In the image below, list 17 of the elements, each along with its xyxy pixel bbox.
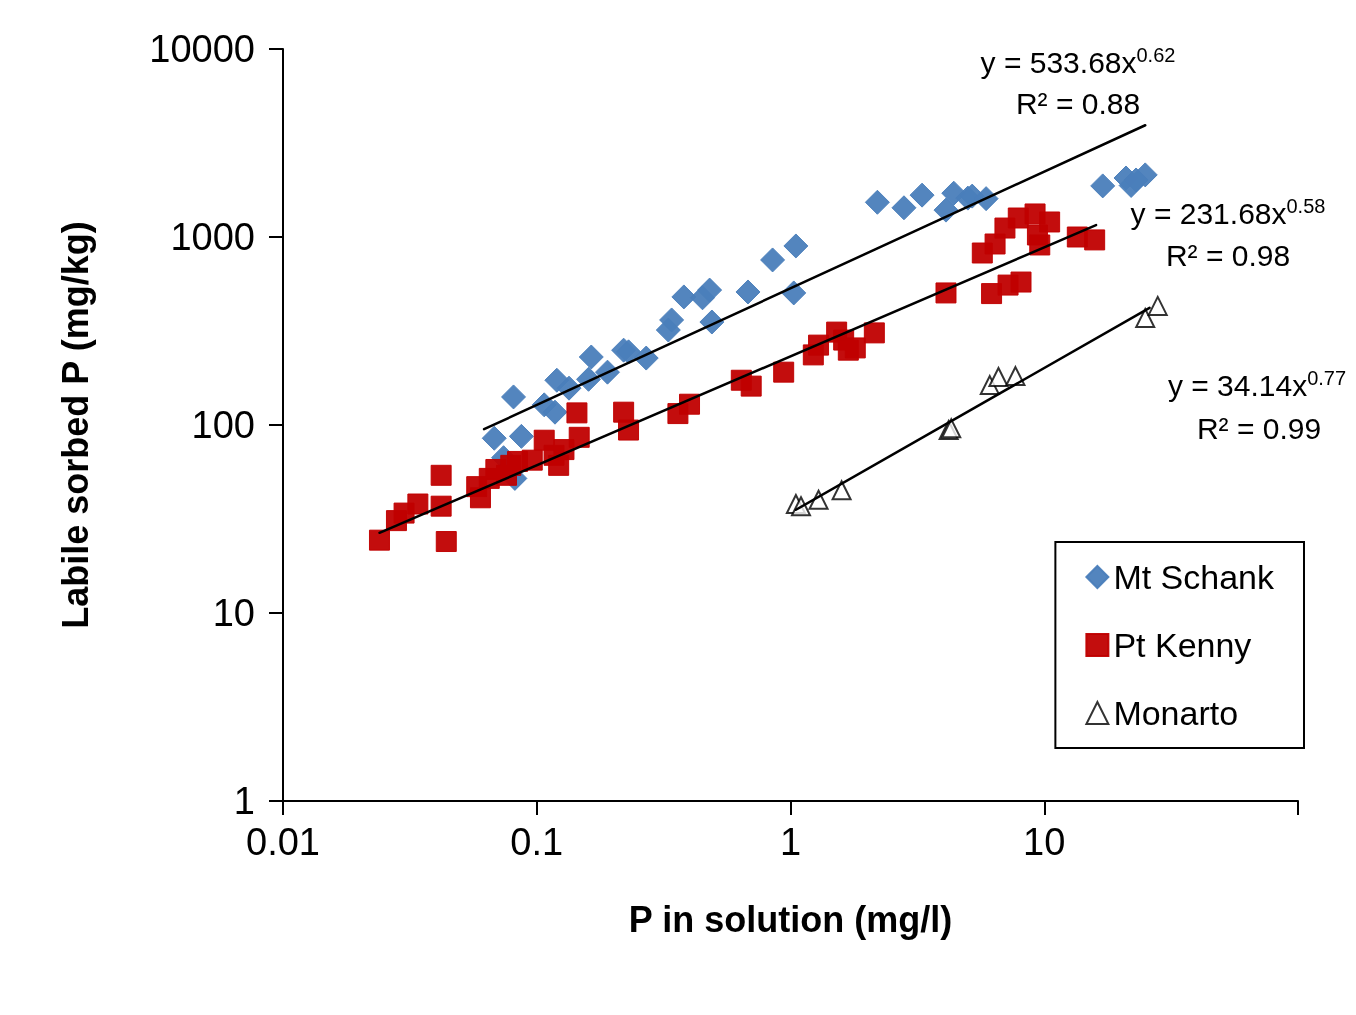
y-tick-label: 10 [212,592,255,634]
legend-label: Mt Schank [1113,558,1275,596]
y-tick-label: 1000 [170,216,255,258]
x-tick-label: 10 [1023,821,1066,863]
x-tick-label: 1 [779,821,802,863]
annotation: R² = 0.99 [1196,411,1322,445]
annotation: R² = 0.88 [1015,86,1141,120]
y-axis-title: Labile sorbed P (mg/kg) [54,221,96,629]
x-axis-title: P in solution (mg/l) [628,898,953,940]
y-tick-label: 100 [191,404,255,446]
x-tick-label: 0.01 [246,821,320,863]
y-tick-label: 1 [233,780,255,822]
annotation: R² = 0.98 [1165,238,1291,272]
legend-label: Monarto [1113,694,1239,732]
legend-label: Pt Kenny [1113,626,1252,664]
x-tick-label: 0.1 [510,821,564,863]
y-tick-label: 10000 [149,28,255,70]
